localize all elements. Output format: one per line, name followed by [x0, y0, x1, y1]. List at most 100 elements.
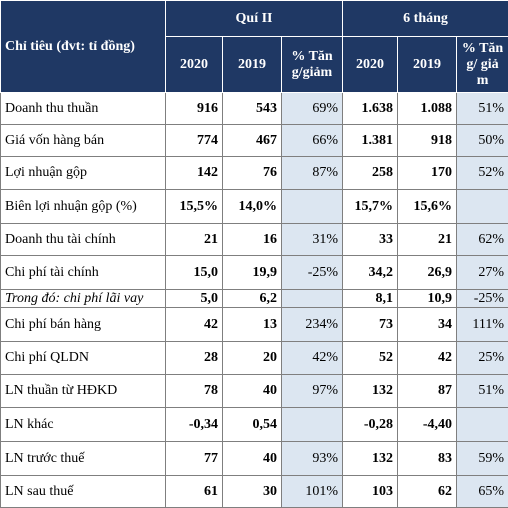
table-cell: 31%: [282, 224, 343, 256]
table-cell: 16: [223, 224, 282, 256]
column-header: 2020: [343, 37, 398, 93]
table-cell: 20: [223, 342, 282, 375]
table-cell: 21: [166, 224, 223, 256]
table-cell: 103: [343, 476, 398, 508]
table-cell: 6,2: [223, 290, 282, 308]
table-cell: 142: [166, 157, 223, 190]
table-cell: [457, 190, 508, 224]
row-label: Chi phí QLDN: [1, 342, 166, 375]
table-cell: 774: [166, 125, 223, 157]
row-label: LN thuần từ HĐKD: [1, 375, 166, 408]
table-cell: 33: [343, 224, 398, 256]
table-cell: 87%: [282, 157, 343, 190]
table-cell: 52: [343, 342, 398, 375]
table-row: Biên lợi nhuận gộp (%)15,5%14,0% 15,7%15,…: [1, 190, 508, 224]
table-cell: 42: [398, 342, 457, 375]
column-header: % Tăng/ giảm: [457, 37, 508, 93]
table-cell: 15,5%: [166, 190, 223, 224]
table-cell: 467: [223, 125, 282, 157]
table-cell: 234%: [282, 308, 343, 342]
table-cell: 15,7%: [343, 190, 398, 224]
header-label: Chỉ tiêu (đvt: tỉ đồng): [1, 1, 166, 93]
table-cell: 62%: [457, 224, 508, 256]
table-cell: 97%: [282, 375, 343, 408]
table-cell: 14,0%: [223, 190, 282, 224]
table-cell: 28: [166, 342, 223, 375]
table-cell: 83: [398, 442, 457, 476]
group-header: 6 tháng: [343, 1, 508, 37]
table-cell: 34: [398, 308, 457, 342]
group-header: Quí II: [166, 1, 343, 37]
table-cell: 73: [343, 308, 398, 342]
table-cell: 87: [398, 375, 457, 408]
table-cell: 50%: [457, 125, 508, 157]
table-cell: 916: [166, 93, 223, 125]
table-cell: 5,0: [166, 290, 223, 308]
table-cell: 30: [223, 476, 282, 508]
row-label: Lợi nhuận gộp: [1, 157, 166, 190]
row-label: Biên lợi nhuận gộp (%): [1, 190, 166, 224]
table-cell: -0,34: [166, 408, 223, 442]
table-cell: 101%: [282, 476, 343, 508]
column-header: 2019: [223, 37, 282, 93]
table-cell: 61: [166, 476, 223, 508]
table-cell: 132: [343, 375, 398, 408]
column-header: 2020: [166, 37, 223, 93]
table-cell: [457, 408, 508, 442]
table-cell: 1.381: [343, 125, 398, 157]
table-cell: 77: [166, 442, 223, 476]
table-cell: 1.088: [398, 93, 457, 125]
table-cell: 27%: [457, 256, 508, 290]
table-cell: 34,2: [343, 256, 398, 290]
row-label: Chi phí bán hàng: [1, 308, 166, 342]
table-cell: 8,1: [343, 290, 398, 308]
row-label: Doanh thu thuần: [1, 93, 166, 125]
table-cell: 25%: [457, 342, 508, 375]
table-cell: 76: [223, 157, 282, 190]
table-cell: 918: [398, 125, 457, 157]
row-label: Trong đó: chi phí lãi vay: [1, 290, 166, 308]
table-cell: [282, 408, 343, 442]
table-cell: -4,40: [398, 408, 457, 442]
table-cell: 69%: [282, 93, 343, 125]
table-cell: [282, 290, 343, 308]
table-cell: [282, 190, 343, 224]
table-cell: 42%: [282, 342, 343, 375]
table-cell: 13: [223, 308, 282, 342]
table-cell: -25%: [282, 256, 343, 290]
table-cell: 65%: [457, 476, 508, 508]
table-cell: 0,54: [223, 408, 282, 442]
row-label: Chi phí tài chính: [1, 256, 166, 290]
row-label: LN sau thuế: [1, 476, 166, 508]
row-label: Doanh thu tài chính: [1, 224, 166, 256]
table-cell: 78: [166, 375, 223, 408]
table-cell: 15,6%: [398, 190, 457, 224]
table-cell: 40: [223, 375, 282, 408]
table-cell: 10,9: [398, 290, 457, 308]
table-cell: 132: [343, 442, 398, 476]
table-cell: 26,9: [398, 256, 457, 290]
table-cell: 51%: [457, 93, 508, 125]
table-cell: 59%: [457, 442, 508, 476]
table-cell: 258: [343, 157, 398, 190]
column-header: 2019: [398, 37, 457, 93]
table-cell: 40: [223, 442, 282, 476]
table-cell: -0,28: [343, 408, 398, 442]
row-label: LN trước thuế: [1, 442, 166, 476]
row-label: LN khác: [1, 408, 166, 442]
table-cell: 19,9: [223, 256, 282, 290]
table-cell: -25%: [457, 290, 508, 308]
table-cell: 15,0: [166, 256, 223, 290]
table-header: Chỉ tiêu (đvt: tỉ đồng) Quí II 6 tháng 2…: [1, 1, 508, 93]
